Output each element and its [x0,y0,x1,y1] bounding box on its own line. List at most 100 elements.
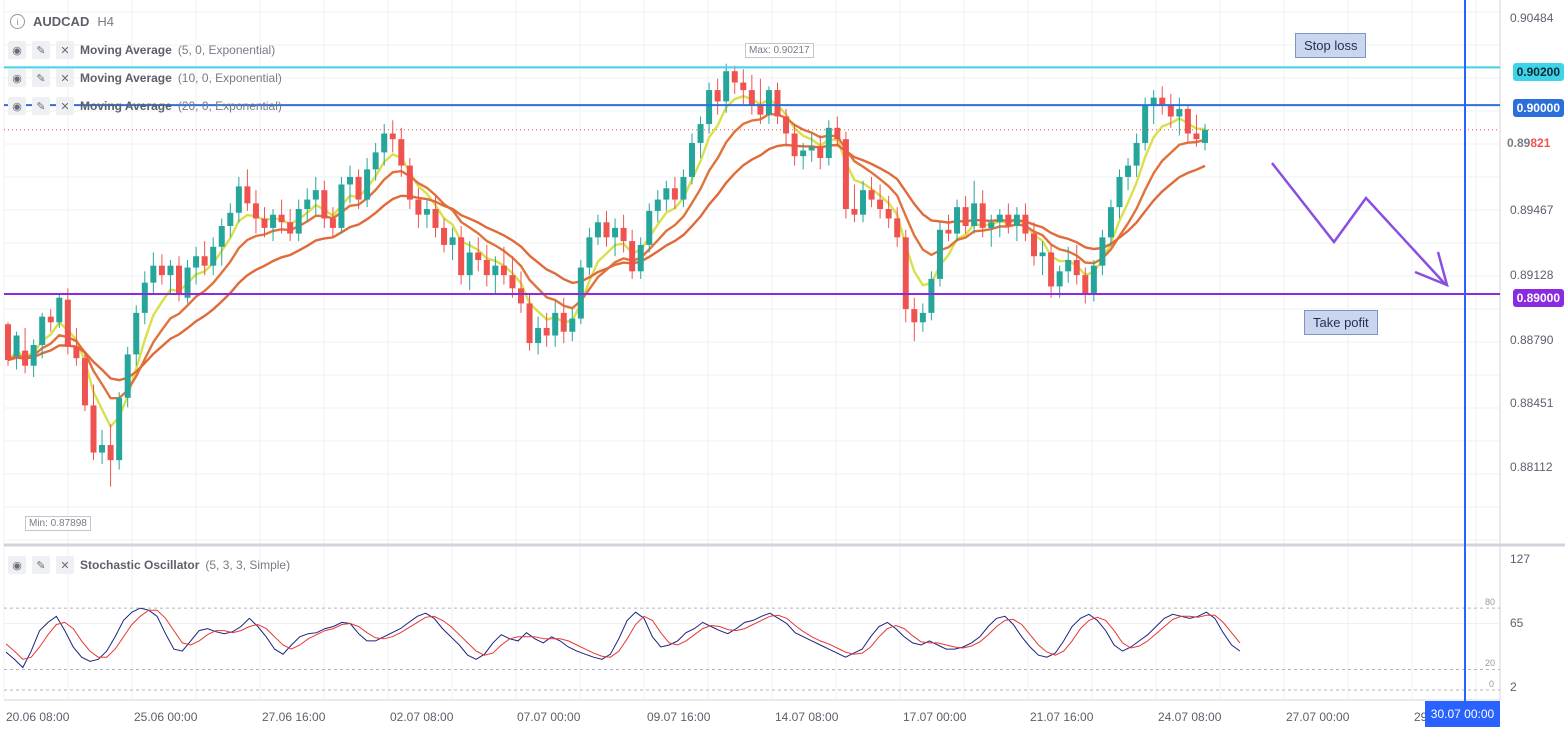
indicator-name: Moving Average [80,43,172,57]
candle-body [1090,265,1097,294]
candle-body [1142,105,1149,143]
candles [5,63,1208,487]
symbol-header: i AUDCAD H4 [10,14,114,29]
candle-body [509,275,516,289]
indicator-params: (20, 0, Exponential) [177,99,282,113]
candle-body [158,265,165,276]
candle-body [483,260,490,276]
close-icon[interactable]: ✕ [56,41,74,59]
candle-body [988,222,995,228]
candle-body [270,214,277,228]
symbol-timeframe: H4 [97,14,114,29]
take-profit-note[interactable]: Take pofit [1304,310,1378,335]
candle-body [885,209,892,219]
price-tick: 0.90484 [1510,11,1554,25]
price-tag-0900[interactable]: 0.90000 [1512,99,1564,117]
candle-body [783,116,790,134]
candle-body [603,222,610,238]
candle-body [594,222,601,238]
candle-body [1039,252,1046,257]
time-tick: 02.07 08:00 [390,710,454,724]
stop-loss-note[interactable]: Stop loss [1295,33,1367,58]
time-tick: 25.06 00:00 [134,710,198,724]
candle-body [99,445,106,453]
candle-body [372,152,379,170]
time-tick: 17.07 00:00 [903,710,967,724]
price-tick: 0.89467 [1510,203,1554,217]
eye-icon[interactable]: ◉ [8,556,26,574]
candle-body [449,237,456,245]
eye-icon[interactable]: ◉ [8,69,26,87]
osc-tick: 2 [1510,680,1517,694]
candle-body [535,327,542,344]
forecast-arrow-head [1414,251,1449,288]
candle-body [911,309,918,323]
candle-body [877,199,884,210]
wrench-icon[interactable]: ✎ [32,556,50,574]
candle-body [962,207,969,227]
candle-body [13,335,20,357]
osc-tick: 65 [1510,616,1524,630]
time-tick: 07.07 00:00 [517,710,581,724]
close-icon[interactable]: ✕ [56,97,74,115]
close-icon[interactable]: ✕ [56,556,74,574]
candle-body [954,207,961,234]
candle-body [654,199,661,211]
candle-body [73,346,80,359]
price-tick: 0.88112 [1510,460,1553,474]
candle-body [406,165,413,200]
price-tag-0902[interactable]: 0.90200 [1512,63,1564,81]
forecast-zigzag-line [1271,162,1447,286]
candle-body [671,188,678,200]
candle-body [552,312,559,336]
time-tick: 29 [1414,710,1428,724]
candle-body [919,312,926,323]
wrench-icon[interactable]: ✎ [32,97,50,115]
indicator-name: Stochastic Oscillator [80,558,200,572]
candle-body [706,90,713,125]
candle-body [107,445,114,461]
candle-body [740,82,747,91]
candle-body [184,267,191,298]
price-tag-0890[interactable]: 0.89000 [1512,289,1564,307]
candle-body [629,241,636,272]
indicator-params: (10, 0, Exponential) [177,71,282,85]
info-icon[interactable]: i [10,14,25,29]
time-tick: 27.07 00:00 [1286,710,1350,724]
candle-body [227,212,234,227]
candle-body [748,90,755,106]
horizontal-levels [4,66,1500,295]
candle-body [415,199,422,215]
wrench-icon[interactable]: ✎ [32,69,50,87]
candle-body [1056,271,1063,287]
candle-body [808,146,815,151]
stochastic-oscillator-plot [4,607,1500,691]
moving-average-line [7,112,1206,400]
price-tick: 0.88451 [1510,396,1554,410]
candle-body [56,297,63,323]
candle-body [817,146,824,159]
candle-body [287,222,294,234]
candle-body [81,358,88,406]
time-tick: 27.06 16:00 [262,710,326,724]
candle-body [791,133,798,157]
candle-body [475,252,482,261]
candle-body [894,218,901,238]
candle-body [612,227,619,238]
candle-body [714,90,721,102]
candle-body [1107,207,1114,238]
eye-icon[interactable]: ◉ [8,97,26,115]
time-tick: 20.06 08:00 [6,710,70,724]
candle-body [851,209,858,215]
time-cursor-label: 30.07 00:00 [1425,701,1500,727]
candle-body [526,303,533,344]
candle-body [1099,237,1106,266]
candle-body [996,214,1003,223]
wrench-icon[interactable]: ✎ [32,41,50,59]
current-price-label: 0.89821 [1507,136,1550,150]
close-icon[interactable]: ✕ [56,69,74,87]
candle-body [731,71,738,83]
eye-icon[interactable]: ◉ [8,41,26,59]
candle-body [868,190,875,200]
